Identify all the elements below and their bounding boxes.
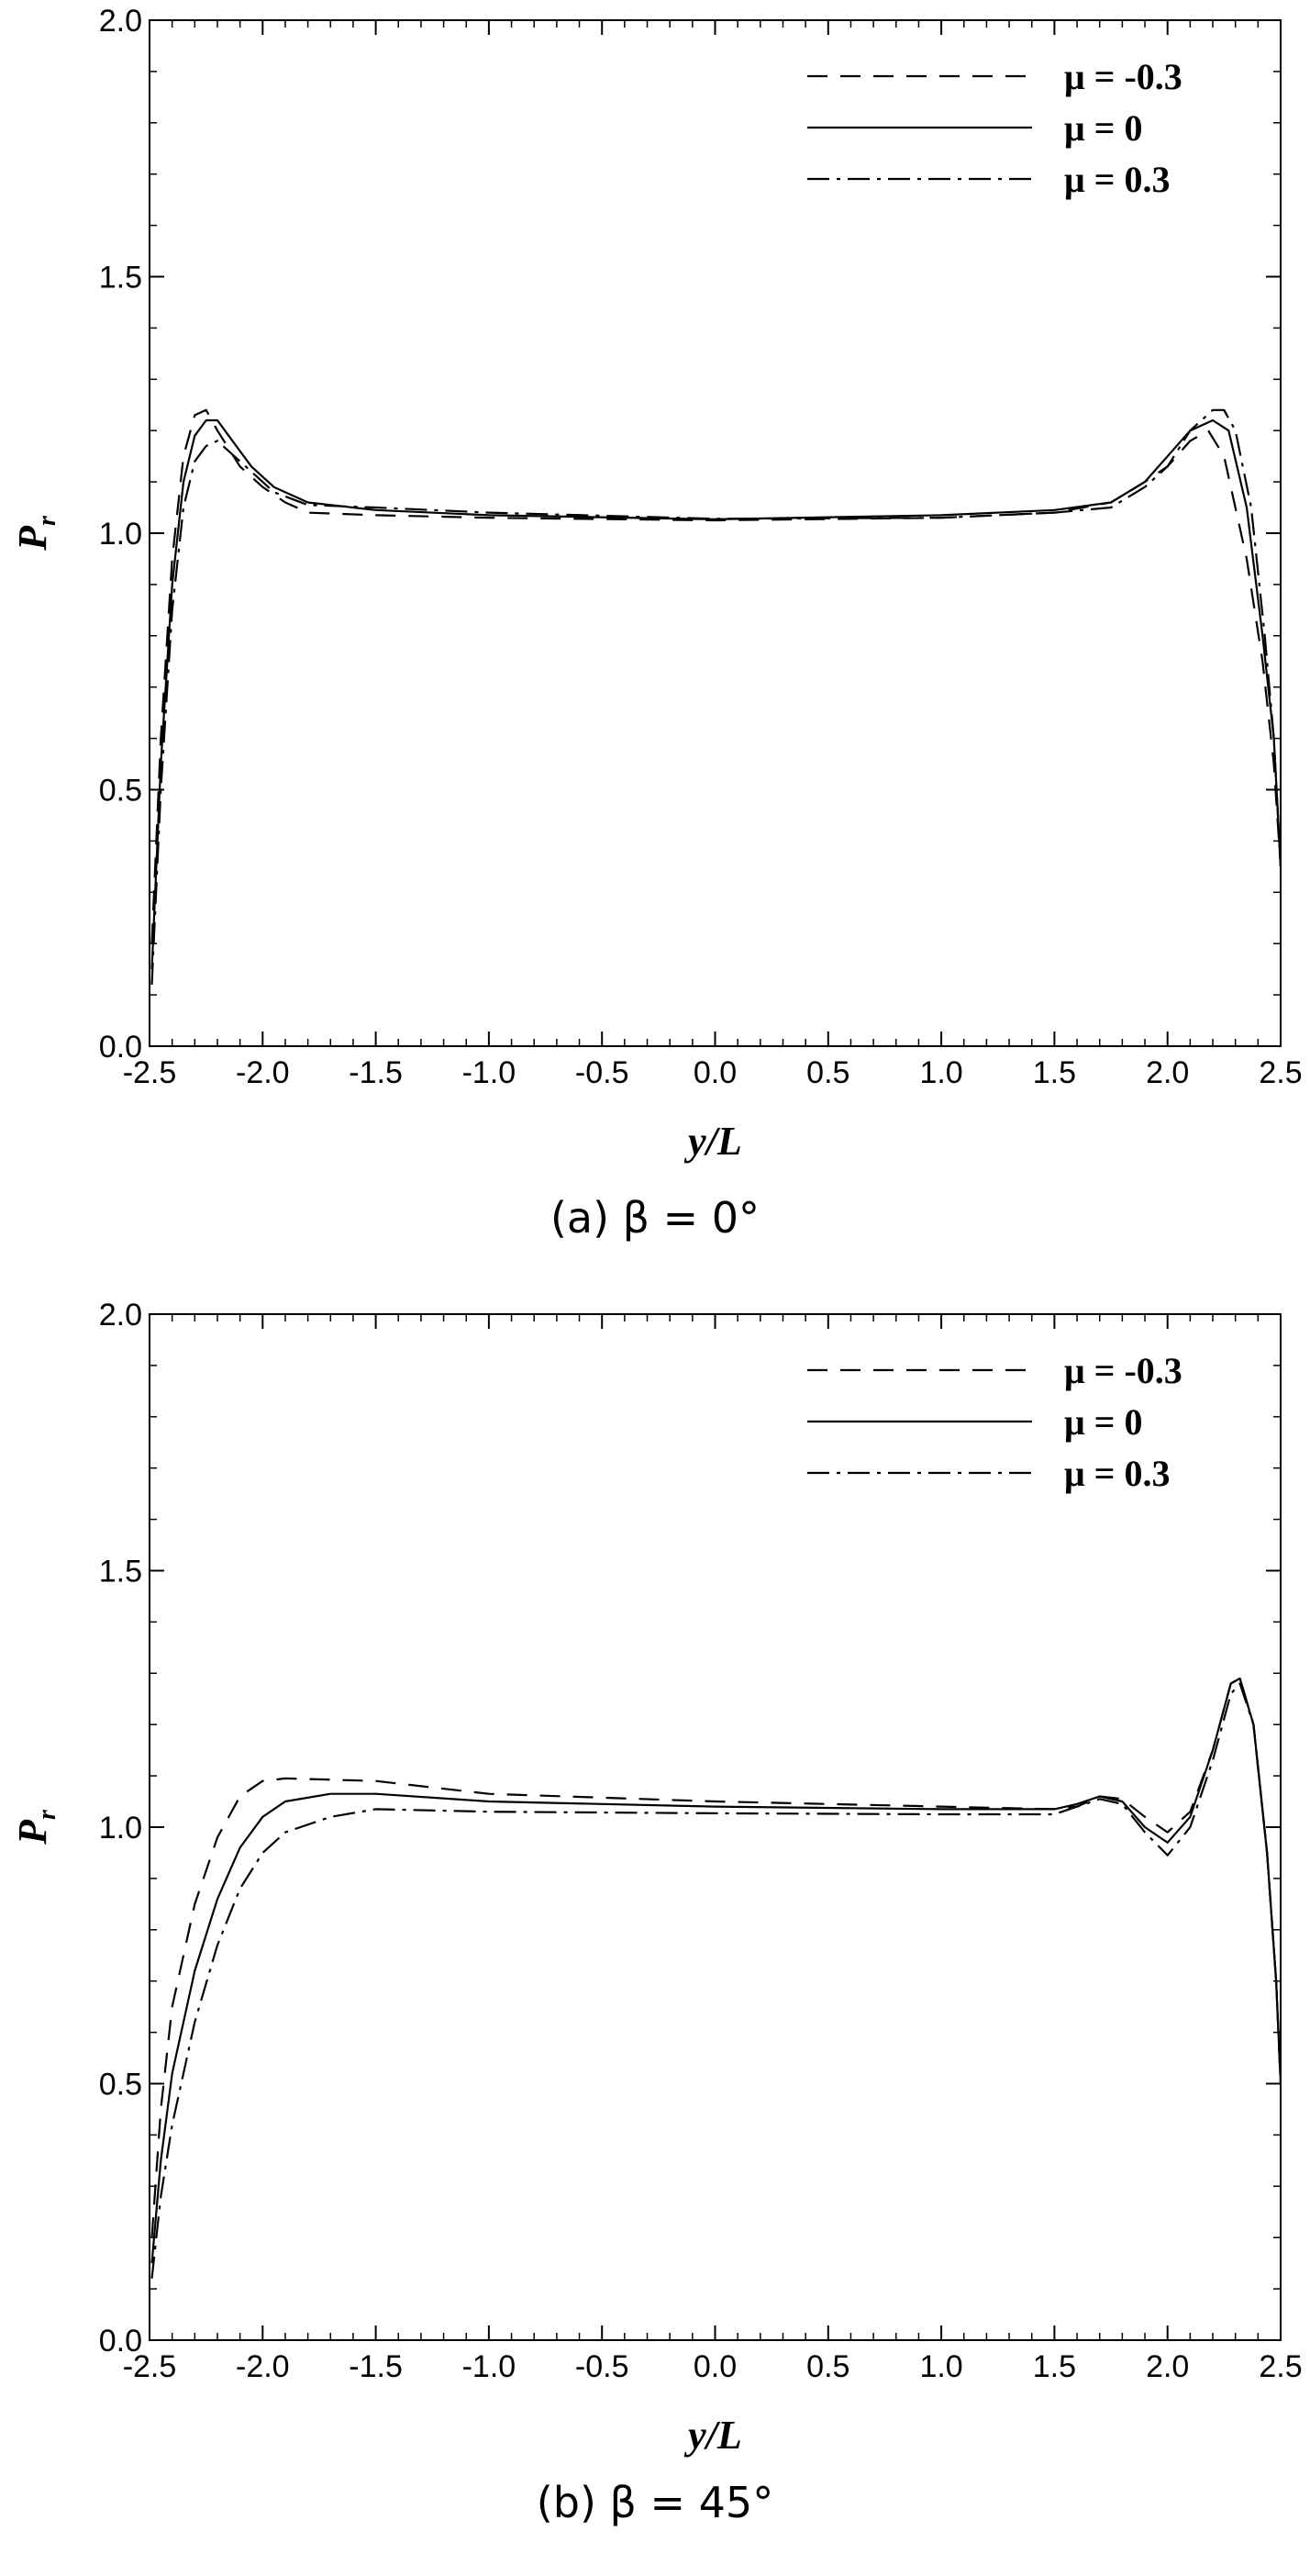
y-tick-label: 1.0 bbox=[99, 517, 142, 552]
x-tick-label: -2.5 bbox=[123, 1055, 177, 1090]
x-tick-label: -0.5 bbox=[575, 1055, 629, 1090]
y-axis-title-subscript: r bbox=[33, 1809, 61, 1820]
x-tick-label: -2.5 bbox=[123, 2349, 177, 2384]
y-tick-label: 1.0 bbox=[99, 1811, 142, 1846]
y-axis-title: Pr bbox=[10, 1809, 61, 1846]
x-tick-label: 1.0 bbox=[919, 1055, 962, 1090]
series-line-solid bbox=[150, 418, 1281, 970]
y-tick-label: 1.5 bbox=[99, 261, 142, 296]
series-line-dashdot bbox=[150, 1682, 1281, 2280]
y-tick-label: 2.0 bbox=[99, 1298, 142, 1333]
x-tick-label: -1.0 bbox=[462, 1055, 516, 1090]
x-tick-label: -1.5 bbox=[349, 2349, 403, 2384]
series-line-dashed bbox=[150, 1677, 1281, 2238]
x-tick-label: -2.0 bbox=[236, 2349, 290, 2384]
legend-label: μ = -0.3 bbox=[1064, 1350, 1182, 1391]
x-tick-label: 2.0 bbox=[1146, 1055, 1189, 1090]
x-tick-label: -1.0 bbox=[462, 2349, 516, 2384]
x-tick-label: 0.0 bbox=[694, 1055, 737, 1090]
series-line-dashdot bbox=[150, 408, 1281, 985]
x-tick-label: 2.5 bbox=[1259, 1055, 1302, 1090]
x-tick-label: 2.0 bbox=[1146, 2349, 1189, 2384]
x-tick-label: 1.5 bbox=[1033, 1055, 1076, 1090]
caption-b: (b) β = 45° bbox=[536, 2478, 774, 2527]
chart-panel-b: -2.5 -2.0 -1.5 -1.0 -0.5 0.0 0.5 1.0 1.5 2.0 2.5 0.… bbox=[0, 1294, 1310, 2576]
x-tick-label: 0.5 bbox=[806, 2349, 849, 2384]
legend-label: μ = 0 bbox=[1064, 1401, 1142, 1443]
x-tick-label: 0.5 bbox=[806, 1055, 849, 1090]
x-tick-label: -2.0 bbox=[236, 1055, 290, 1090]
caption-a: (a) β = 0° bbox=[550, 1193, 760, 1243]
y-tick-label: 1.5 bbox=[99, 1555, 142, 1589]
series-line-solid bbox=[150, 1677, 1281, 2264]
y-axis-title-subscript: r bbox=[33, 515, 61, 526]
y-tick-label: 0.0 bbox=[99, 2324, 142, 2359]
chart-a-svg: -2.5 -2.0 -1.5 -1.0 -0.5 0.0 0.5 1.0 1.5 2.0 2.5 0.… bbox=[10, 4, 1303, 1164]
legend-label: μ = 0 bbox=[1064, 107, 1142, 149]
y-tick-label: 2.0 bbox=[99, 4, 142, 39]
x-tick-label: -1.5 bbox=[349, 1055, 403, 1090]
chart-b-svg: -2.5 -2.0 -1.5 -1.0 -0.5 0.0 0.5 1.0 1.5 2.0 2.5 0.… bbox=[10, 1298, 1303, 2458]
x-tick-label: 2.5 bbox=[1259, 2349, 1302, 2384]
series-line-dashed bbox=[150, 408, 1281, 944]
legend-label: μ = 0.3 bbox=[1064, 1453, 1170, 1494]
legend-label: μ = 0.3 bbox=[1064, 159, 1170, 200]
y-tick-label: 0.5 bbox=[99, 2068, 142, 2102]
y-axis-title-main: P bbox=[10, 1819, 55, 1846]
x-tick-label: -0.5 bbox=[575, 2349, 629, 2384]
y-axis-title-main: P bbox=[10, 525, 55, 552]
y-tick-label: 0.5 bbox=[99, 774, 142, 808]
x-axis-title: y/L bbox=[683, 1119, 742, 1164]
legend-label: μ = -0.3 bbox=[1064, 56, 1182, 97]
y-tick-label: 0.0 bbox=[99, 1030, 142, 1065]
x-axis-title: y/L bbox=[683, 2413, 742, 2458]
x-tick-label: 1.0 bbox=[919, 2349, 962, 2384]
x-tick-label: 0.0 bbox=[694, 2349, 737, 2384]
chart-panel-a: -2.5 -2.0 -1.5 -1.0 -0.5 0.0 0.5 1.0 1.5 2.0 2.5 0.… bbox=[0, 0, 1310, 1285]
y-axis-title: Pr bbox=[10, 515, 61, 552]
x-tick-label: 1.5 bbox=[1033, 2349, 1076, 2384]
